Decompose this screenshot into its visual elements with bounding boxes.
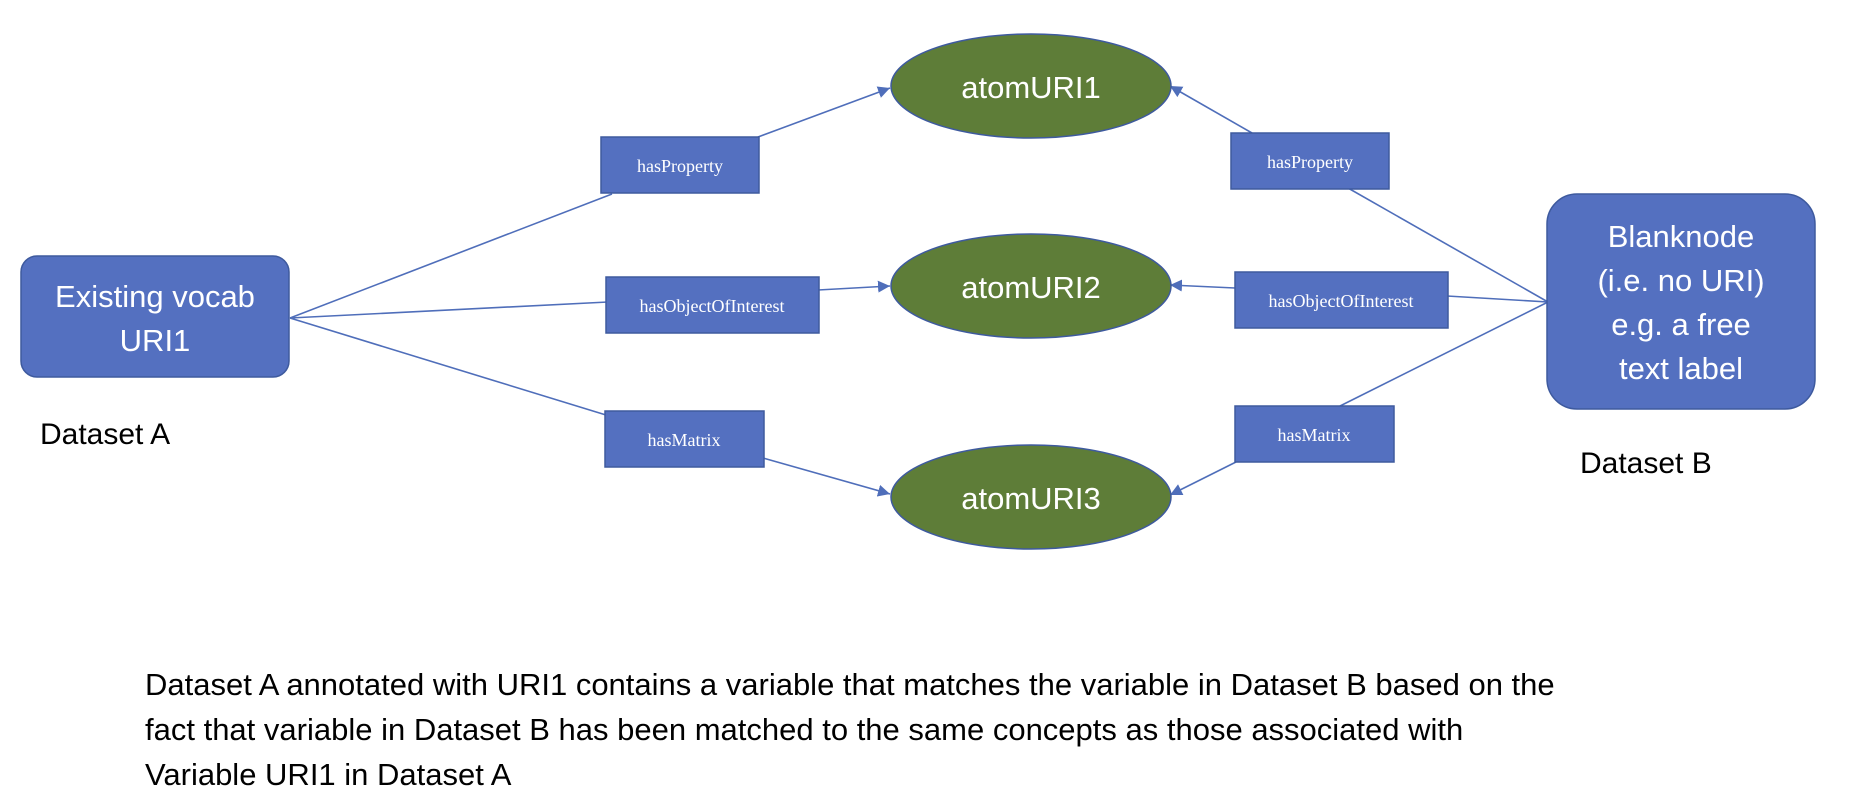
right-has-object-of-interest-label: hasObjectOfInterest [1269,291,1414,311]
line-blank-to-right-property [1347,187,1549,303]
atom-uri2-label: atomURI2 [961,270,1101,305]
description-line-2: fact that variable in Dataset B has been… [145,712,1464,747]
blanknode-line-2: (i.e. no URI) [1597,263,1764,298]
atom-uri2-node[interactable]: atomURI2 [890,233,1172,339]
right-has-object-of-interest-box[interactable]: hasObjectOfInterest [1234,271,1449,329]
description-line-3: Variable URI1 in Dataset A [145,757,512,792]
right-has-property-label: hasProperty [1267,152,1353,172]
line-left-property-to-atom1[interactable] [757,86,891,138]
left-has-matrix-box[interactable]: hasMatrix [604,410,765,468]
line-vocab-to-left-matrix [289,317,607,416]
atom-uri1-node[interactable]: atomURI1 [890,33,1172,139]
blanknode-node[interactable]: Blanknode (i.e. no URI) e.g. a free text… [1546,193,1816,410]
blanknode-line-4: text label [1619,351,1743,386]
description-line-1: Dataset A annotated with URI1 contains a… [145,667,1555,702]
left-has-property-box[interactable]: hasProperty [600,136,760,194]
left-has-object-of-interest-label: hasObjectOfInterest [640,296,785,316]
blanknode-line-3: e.g. a free [1611,307,1751,342]
existing-vocab-node[interactable]: Existing vocab URI1 [20,255,290,378]
right-has-property-box[interactable]: hasProperty [1230,132,1390,190]
left-has-object-of-interest-box[interactable]: hasObjectOfInterest [605,276,820,334]
line-right-object-to-atom2[interactable] [1169,279,1236,292]
dataset-a-label: Dataset A [40,418,170,451]
atom-uri3-node[interactable]: atomURI3 [890,444,1172,550]
dataset-b-label: Dataset B [1580,447,1712,480]
vocab-line-2: URI1 [120,323,191,358]
line-right-matrix-to-atom3[interactable] [1169,461,1237,496]
description-text: Dataset A annotated with URI1 contains a… [145,662,1765,797]
line-left-matrix-to-atom3[interactable] [762,457,891,497]
line-vocab-to-left-object [289,301,609,319]
left-has-matrix-label: hasMatrix [648,430,721,450]
vocab-line-1: Existing vocab [55,279,255,314]
line-left-object-to-atom2[interactable] [817,280,891,293]
atom-uri3-label: atomURI3 [961,481,1101,516]
right-has-matrix-label: hasMatrix [1278,425,1351,445]
blanknode-line-1: Blanknode [1608,219,1755,254]
line-right-property-to-atom1[interactable] [1169,85,1253,134]
line-blank-to-right-object [1446,295,1549,303]
left-has-property-label: hasProperty [637,156,723,176]
atom-uri1-label: atomURI1 [961,70,1101,105]
connector-lines [289,85,1549,497]
line-blank-to-right-matrix [1339,301,1549,407]
right-has-matrix-box[interactable]: hasMatrix [1234,405,1395,463]
line-vocab-to-left-property [289,193,613,319]
